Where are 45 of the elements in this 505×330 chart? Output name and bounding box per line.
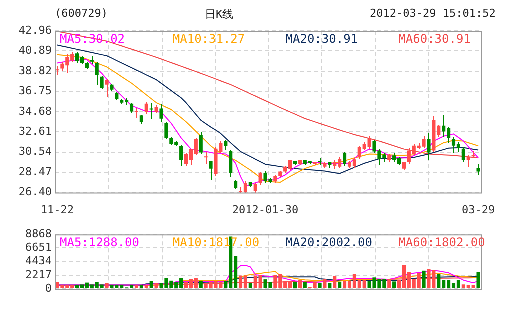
bar	[150, 281, 154, 288]
bar	[388, 279, 392, 288]
bar	[293, 282, 298, 288]
bar	[333, 276, 337, 288]
bar	[422, 270, 426, 288]
bar	[318, 283, 322, 288]
bar	[338, 282, 342, 288]
text: MA20:30.91	[286, 32, 358, 46]
y-tick-label: 0	[45, 282, 52, 295]
y-tick-label: 4434	[26, 254, 52, 268]
y-tick-label: 36.75	[18, 84, 52, 98]
bar	[199, 280, 203, 288]
text: MA5:1288.00	[60, 236, 140, 250]
bar	[392, 282, 396, 288]
text: MA60:30.91	[398, 32, 471, 46]
bar	[140, 286, 144, 288]
x-tick-label: 11-22	[40, 203, 74, 216]
bar	[134, 286, 139, 288]
y-tick-label: 40.89	[18, 44, 52, 58]
bar	[303, 282, 307, 288]
y-tick-label: 30.54	[18, 145, 52, 158]
y-tick-label: 28.47	[18, 165, 52, 178]
y-tick-label: 32.61	[18, 124, 52, 138]
bar	[476, 272, 480, 288]
bar	[248, 283, 252, 288]
bar	[323, 279, 327, 288]
y-tick-label: 34.68	[18, 104, 52, 118]
chart-subtitle: 日K线	[205, 7, 234, 22]
bar	[298, 280, 302, 288]
y-tick-label: 26.40	[18, 186, 52, 199]
chart-title: (600729)	[55, 7, 108, 20]
y-tick-label: 2217	[26, 268, 52, 282]
text: MA20:2002.00	[286, 236, 372, 250]
bar	[144, 286, 148, 288]
y-tick-label: 42.96	[18, 24, 52, 37]
y-tick-label: 8868	[26, 227, 52, 240]
x-tick-label: 2012-01-30	[232, 203, 299, 216]
text: MA10:31.27	[172, 32, 246, 46]
text: 2012-03-29 15:01:52	[370, 7, 496, 20]
y-tick-label: 6651	[26, 241, 52, 254]
bar	[154, 283, 158, 288]
y-tick-label: 38.82	[18, 64, 52, 78]
bar	[328, 283, 332, 288]
x-tick-label: 03-29	[462, 203, 496, 216]
bar	[105, 283, 109, 288]
